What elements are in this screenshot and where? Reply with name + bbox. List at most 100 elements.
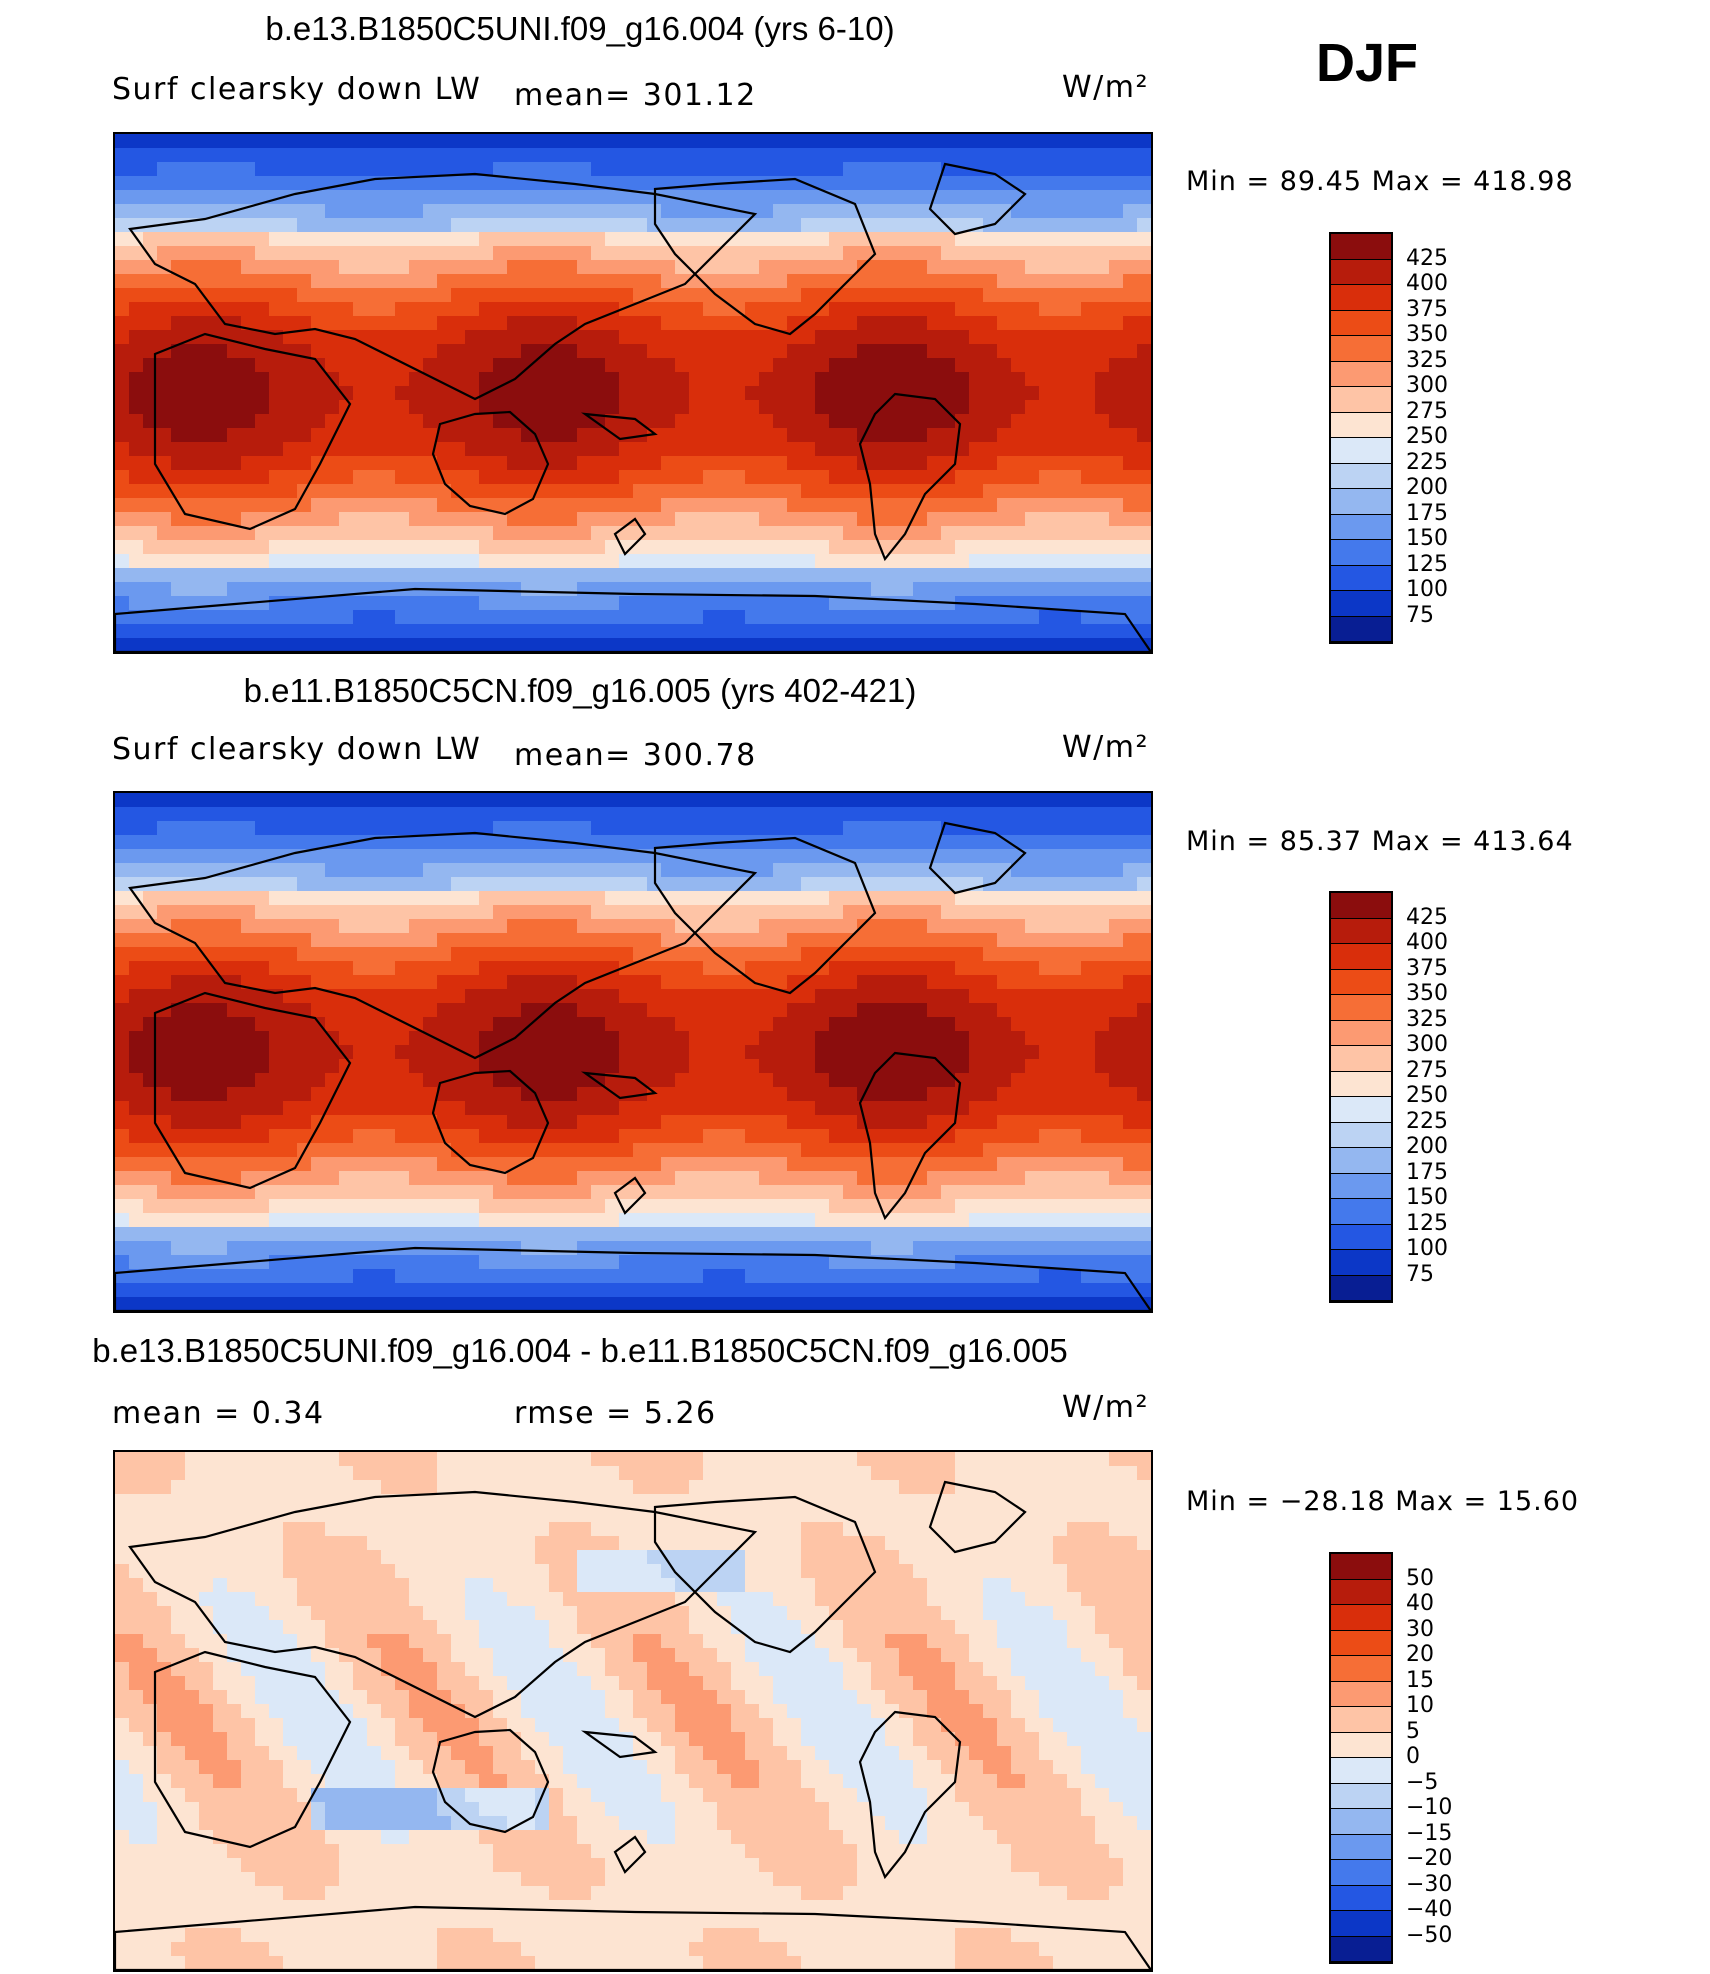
field-cell (871, 793, 886, 808)
field-cell (661, 638, 676, 652)
field-cell (913, 162, 928, 177)
field-cell (899, 1143, 914, 1158)
field-cell (1067, 540, 1082, 555)
field-cell (1039, 821, 1054, 836)
field-cell (731, 1143, 746, 1158)
field-cell (703, 428, 718, 443)
field-cell (633, 134, 648, 149)
field-cell (605, 134, 620, 149)
field-cell (773, 288, 788, 303)
field-cell (283, 1171, 298, 1186)
field-cell (171, 162, 186, 177)
field-cell (633, 638, 648, 652)
field-cell (367, 232, 382, 247)
field-cell (941, 484, 956, 499)
field-cell (773, 540, 788, 555)
field-cell (409, 414, 424, 429)
field-cell (717, 540, 732, 555)
field-cell (171, 330, 186, 345)
field-cell (675, 624, 690, 639)
field-cell (493, 905, 508, 920)
field-cell (563, 624, 578, 639)
field-cell (927, 596, 942, 611)
field-cell (997, 204, 1012, 219)
field-cell (745, 148, 760, 163)
field-cell (241, 400, 256, 415)
field-cell (241, 176, 256, 191)
field-cell (493, 1143, 508, 1158)
field-cell (535, 638, 550, 652)
field-cell (1109, 919, 1124, 934)
field-cell (1095, 793, 1110, 808)
field-cell (689, 1017, 704, 1032)
field-cell (451, 498, 466, 513)
field-cell (437, 1157, 452, 1172)
field-cell (871, 1115, 886, 1130)
field-cell (787, 1101, 802, 1116)
field-cell (899, 204, 914, 219)
field-cell (885, 1045, 900, 1060)
field-cell (955, 638, 970, 652)
field-cell (213, 807, 228, 822)
field-cell (115, 1003, 130, 1018)
field-cell (647, 1017, 662, 1032)
field-cell (717, 877, 732, 892)
field-cell (871, 372, 886, 387)
field-cell (1067, 316, 1082, 331)
field-cell (521, 372, 536, 387)
field-cell (857, 905, 872, 920)
field-cell (563, 821, 578, 836)
field-cell (255, 372, 270, 387)
field-cell (353, 148, 368, 163)
field-cell (619, 148, 634, 163)
field-cell (157, 246, 172, 261)
field-cell (647, 358, 662, 373)
field-cell (381, 624, 396, 639)
field-cell (857, 498, 872, 513)
field-cell (115, 1185, 130, 1200)
field-cell (591, 1115, 606, 1130)
field-cell (241, 638, 256, 652)
field-cell (1053, 891, 1068, 906)
field-cell (1011, 1129, 1026, 1144)
field-cell (605, 891, 620, 906)
field-cell (1095, 246, 1110, 261)
field-cell (591, 1031, 606, 1046)
field-cell (703, 1017, 718, 1032)
field-cell (227, 526, 242, 541)
field-cell (1081, 1087, 1096, 1102)
field-cell (605, 989, 620, 1004)
field-cell (675, 554, 690, 569)
field-cell (213, 1129, 228, 1144)
field-cell (871, 933, 886, 948)
field-cell (115, 568, 130, 583)
field-cell (241, 1087, 256, 1102)
field-cell (843, 961, 858, 976)
field-cell (815, 1115, 830, 1130)
field-cell (843, 484, 858, 499)
field-cell (759, 638, 774, 652)
field-cell (171, 1045, 186, 1060)
field-cell (381, 568, 396, 583)
field-cell (339, 877, 354, 892)
field-cell (255, 568, 270, 583)
field-cell (619, 498, 634, 513)
field-cell (927, 1157, 942, 1172)
field-cell (717, 891, 732, 906)
field-cell (899, 428, 914, 443)
field-cell (353, 498, 368, 513)
field-cell (297, 498, 312, 513)
field-cell (493, 610, 508, 625)
field-cell (535, 905, 550, 920)
field-cell (381, 204, 396, 219)
field-cell (577, 596, 592, 611)
field-cell (675, 1087, 690, 1102)
field-cell (297, 961, 312, 976)
field-cell (409, 386, 424, 401)
field-cell (311, 372, 326, 387)
field-cell (997, 961, 1012, 976)
field-cell (451, 1059, 466, 1074)
field-cell (479, 1199, 494, 1214)
field-cell (759, 554, 774, 569)
field-cell (1025, 891, 1040, 906)
